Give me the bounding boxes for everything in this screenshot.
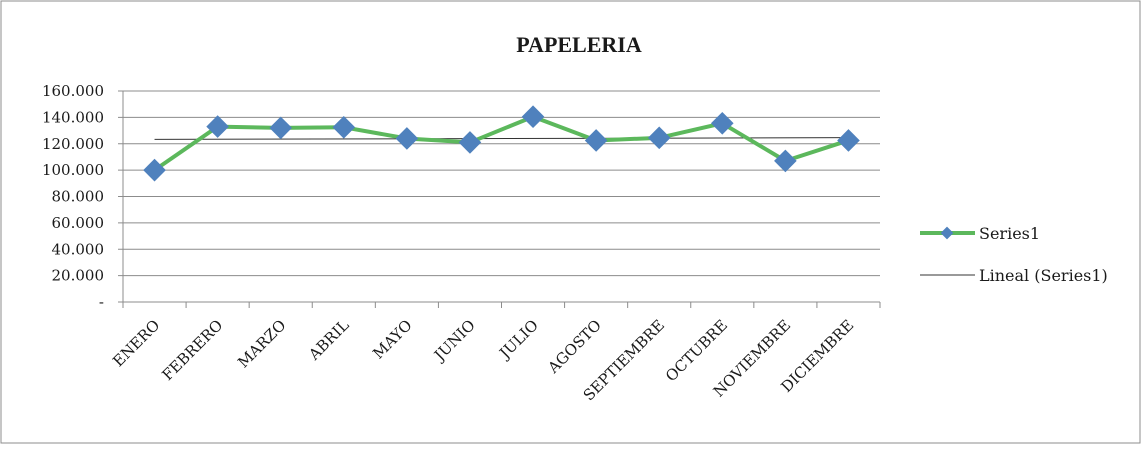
y-tick-label-4: 80.000 [52, 188, 105, 206]
legend-trendline-label: Lineal (Series1) [979, 266, 1108, 285]
axes [118, 90, 881, 308]
y-tick-label-1: 20.000 [52, 267, 105, 285]
y-axis-tick-labels: - 20.000 40.000 60.000 80.000 100.000 120.000 1… [42, 82, 104, 311]
trendline-layer [154, 137, 849, 140]
y-tick-label-2: 40.000 [52, 240, 105, 258]
y-tick-label-6: 120.000 [42, 135, 104, 153]
data-point-julio [521, 105, 545, 129]
chart-title: PAPELERIA [516, 32, 642, 57]
y-tick-label-7: 140.000 [42, 108, 104, 126]
y-tick-label-8: 160.000 [42, 82, 104, 100]
y-tick-label-0: - [99, 293, 104, 311]
legend-series1-label: Series1 [979, 224, 1040, 243]
y-tick-label-5: 100.000 [42, 161, 104, 179]
legend: Series1 Lineal (Series1) [920, 224, 1108, 285]
y-tick-label-3: 60.000 [52, 214, 105, 232]
trendline [154, 137, 849, 140]
